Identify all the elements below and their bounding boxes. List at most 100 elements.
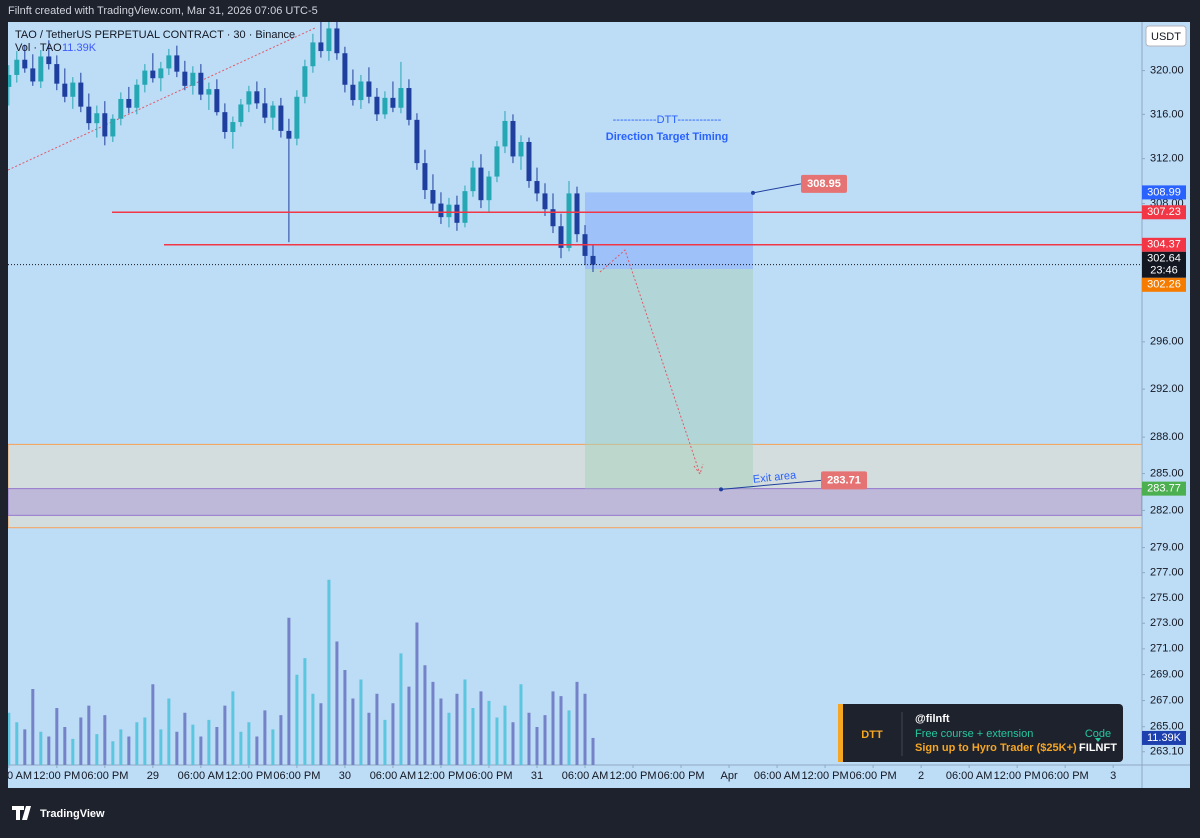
- volume-bar: [375, 693, 379, 765]
- volume-bar: [223, 705, 227, 765]
- volume-bar: [559, 696, 563, 765]
- x-tick-label: 06:00 AM: [754, 770, 800, 782]
- volume-bar: [255, 736, 259, 765]
- candle-body: [414, 119, 420, 164]
- candle-body: [8, 74, 12, 87]
- candle-body: [422, 163, 428, 191]
- axis-badge-label: 308.99: [1147, 186, 1181, 198]
- volume-bar: [535, 727, 539, 765]
- volume-bar: [463, 679, 467, 765]
- candle-body: [78, 82, 84, 107]
- candle-body: [342, 53, 348, 85]
- promo-line2[interactable]: Sign up to Hyro Trader ($25K+): [915, 742, 1077, 754]
- x-tick-label: 31: [531, 770, 543, 782]
- axis-badge-label: 302.64: [1147, 253, 1181, 265]
- candle-body: [366, 81, 372, 97]
- volume-bar: [135, 722, 139, 765]
- y-tick-label: 273.00: [1150, 617, 1184, 629]
- axis-badge-label: 283.77: [1147, 483, 1181, 495]
- promo-handle: @filnft: [915, 713, 950, 725]
- volume-bar: [79, 717, 83, 765]
- callout-label: 283.71: [827, 474, 861, 486]
- volume-bar: [271, 729, 275, 765]
- candle-body: [486, 176, 492, 201]
- volume-bar: [399, 653, 403, 765]
- candle-body: [462, 191, 468, 223]
- x-tick-label: 29: [147, 770, 159, 782]
- callout-box: [821, 471, 867, 490]
- candle-body: [118, 98, 124, 119]
- candle-body: [318, 42, 324, 52]
- volume-bar: [63, 727, 67, 765]
- volume-bar: [287, 617, 291, 765]
- volume-bar: [87, 705, 91, 765]
- y-tick-label: 265.00: [1150, 721, 1184, 733]
- volume-bar: [119, 729, 123, 765]
- brand-name: TradingView: [40, 808, 105, 820]
- currency[interactable]: USDT: [1151, 31, 1181, 43]
- candle-body: [22, 59, 28, 69]
- candle-body: [454, 204, 460, 223]
- currency-box[interactable]: [1145, 25, 1187, 47]
- candle-body: [254, 91, 260, 104]
- volume-bar: [8, 712, 11, 765]
- axis-badge-label: 307.23: [1147, 206, 1181, 218]
- candle-body: [526, 141, 532, 182]
- symbol-title: TAO / TetherUS PERPETUAL CONTRACT · 30 ·…: [15, 29, 295, 41]
- x-tick-label: Apr: [720, 770, 737, 782]
- axis-badge: [1142, 185, 1186, 200]
- volume-bar: [103, 715, 107, 765]
- candle-body: [46, 56, 52, 65]
- promo-accent: [838, 704, 843, 762]
- volume-bar: [431, 681, 435, 765]
- volume-bar: [551, 691, 555, 765]
- volume-bar: [479, 691, 483, 765]
- axis-badge: [1142, 205, 1186, 220]
- candle-body: [198, 72, 204, 95]
- candle-body: [566, 193, 572, 248]
- candle-body: [238, 104, 244, 123]
- promo-code[interactable]: FILNFT: [1079, 742, 1117, 754]
- candle-body: [542, 193, 548, 210]
- candle-body: [390, 97, 396, 108]
- volume-value: 11.39K: [62, 42, 97, 54]
- trendline: [8, 27, 316, 171]
- volume-bar: [391, 703, 395, 765]
- volume-bar: [527, 712, 531, 765]
- x-tick-label: 06:00 AM: [946, 770, 992, 782]
- candle-body: [182, 71, 188, 86]
- y-tick-label: 282.00: [1150, 504, 1184, 516]
- y-tick-label: 271.00: [1150, 643, 1184, 655]
- volume-bar: [311, 693, 315, 765]
- y-tick-label: 312.00: [1150, 153, 1184, 165]
- candle-body: [326, 28, 332, 52]
- y-tick-label: 316.00: [1150, 108, 1184, 120]
- exit-label: Exit area: [752, 469, 797, 486]
- volume-bar: [487, 700, 491, 765]
- volume-bar: [415, 622, 419, 765]
- candle-body: [470, 167, 476, 192]
- volume-bar: [367, 712, 371, 765]
- volume-bar: [47, 736, 51, 765]
- axis-badge: [1142, 237, 1186, 252]
- volume-title: Vol · TAO: [15, 42, 62, 54]
- volume-bar: [295, 674, 299, 765]
- candle-body: [358, 81, 364, 101]
- y-tick-label: 320.00: [1150, 64, 1184, 76]
- candle-body: [230, 122, 236, 133]
- candle-body: [126, 98, 132, 108]
- volume-bar: [127, 736, 131, 765]
- x-tick-label: 06:00 AM: [370, 770, 416, 782]
- x-tick-label: 12:00 PM: [225, 770, 272, 782]
- candle-body: [286, 130, 292, 139]
- volume-bar: [231, 691, 235, 765]
- candle-body: [54, 64, 60, 84]
- volume-bar: [247, 722, 251, 765]
- target-zone: [585, 269, 753, 489]
- candle-body: [334, 28, 340, 54]
- volume-bar: [71, 738, 75, 765]
- volume-bar: [207, 719, 211, 765]
- volume-bar: [591, 737, 595, 765]
- candle-body: [30, 68, 36, 82]
